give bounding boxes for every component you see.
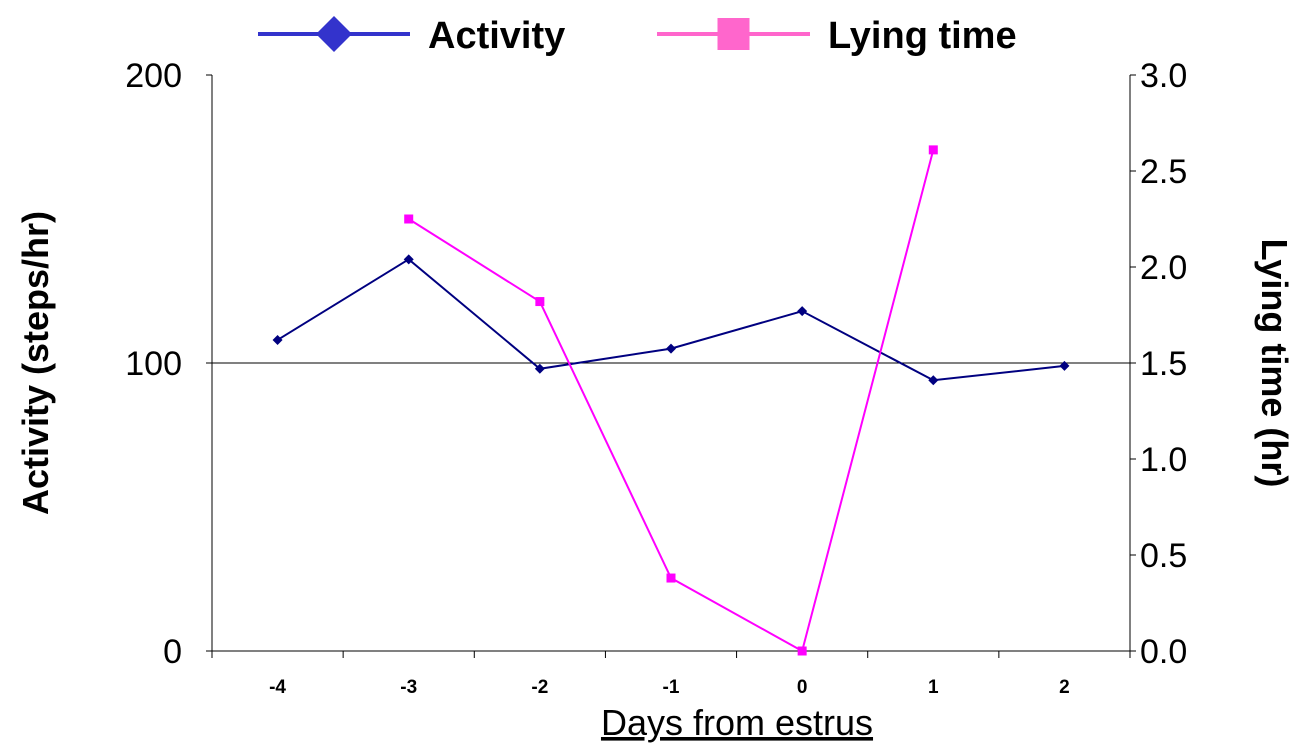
data-point [928, 375, 939, 386]
legend-item-0: Activity [258, 15, 565, 57]
x-axis-label: Days from estrus [601, 702, 873, 743]
data-point [1059, 360, 1070, 371]
y-left-tick-label: 100 [125, 345, 182, 383]
y-right-tick-label: 2.0 [1140, 249, 1187, 287]
y-right-tick-label: 3.0 [1140, 57, 1187, 95]
data-point [404, 214, 414, 224]
data-point [534, 363, 545, 374]
legend-marker [717, 18, 750, 50]
y-axis-right-label: Lying time (hr) [1254, 239, 1295, 488]
y-left-tick-label: 0 [163, 633, 182, 671]
x-tick-label: -1 [663, 677, 680, 698]
y-right-tick-label: 1.0 [1140, 441, 1187, 479]
data-point [928, 145, 938, 155]
x-tick-label: 2 [1059, 677, 1070, 698]
legend-marker [316, 16, 352, 52]
y-right-tick-label: 2.5 [1140, 153, 1187, 191]
y-right-tick-label: 0.5 [1140, 537, 1187, 575]
legend-label: Activity [428, 15, 565, 57]
x-tick-label: -4 [269, 677, 286, 698]
legend: Activity Lying time [258, 15, 1017, 57]
x-tick-label: 0 [797, 677, 808, 698]
series-1 [404, 145, 938, 656]
data-point [666, 573, 676, 583]
data-point [272, 334, 283, 345]
y-right-tick-label: 0.0 [1140, 633, 1187, 671]
y-right-tick-label: 1.5 [1140, 345, 1187, 383]
data-point [797, 646, 807, 656]
data-point [403, 254, 414, 265]
series-line-0 [277, 258, 1065, 382]
x-tick-label: -2 [531, 677, 548, 698]
ticks: 0 100 200 0.0 0.5 1.0 1.5 2.0 2.5 3.0 -4 -3 -2 -1 0 1 2 [125, 57, 1187, 698]
series-layer [272, 145, 1070, 656]
data-point [535, 297, 545, 307]
x-tick-label: -3 [400, 677, 417, 698]
y-left-tick-label: 200 [125, 57, 182, 95]
data-point [666, 343, 676, 354]
data-point [797, 306, 808, 317]
legend-label: Lying time [828, 15, 1017, 57]
plot-frame [211, 75, 1131, 652]
x-tick-label: 1 [928, 677, 939, 698]
series-0 [272, 254, 1070, 386]
legend-item-1: Lying time [657, 15, 1017, 57]
y-axis-left-label: Activity (steps/hr) [15, 211, 56, 515]
